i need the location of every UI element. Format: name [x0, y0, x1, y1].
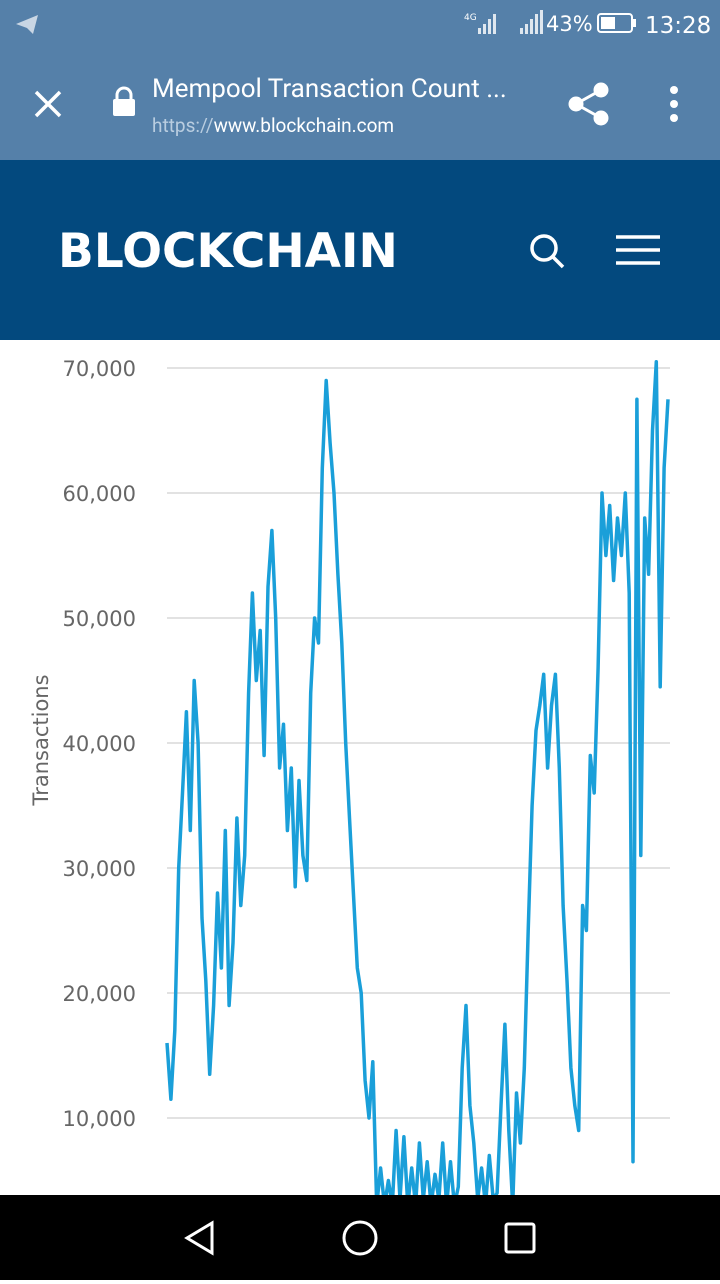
close-button[interactable] — [34, 90, 62, 118]
url-scheme: https:// — [152, 114, 214, 137]
menu-button[interactable] — [670, 86, 678, 122]
y-tick-label: 10,000 — [63, 1107, 136, 1131]
site-header: BLOCKCHAIN — [0, 160, 720, 340]
brand-logo[interactable]: BLOCKCHAIN — [58, 224, 398, 279]
page-title: Mempool Transaction Count ... — [152, 74, 507, 104]
y-tick-label: 20,000 — [63, 982, 136, 1006]
network-type: 4G — [464, 13, 477, 23]
url-host: www.blockchain.com — [213, 114, 395, 137]
battery-percent: 43% — [546, 12, 593, 36]
y-tick-label: 30,000 — [63, 857, 136, 881]
data-line — [165, 360, 670, 1208]
status-bar: 4G 43% 13:28 — [0, 0, 720, 52]
recents-button[interactable] — [504, 1222, 536, 1254]
signal-icon — [478, 10, 543, 34]
lock-shackle — [115, 86, 133, 100]
nav-icons — [184, 1220, 536, 1256]
telegram-icon — [16, 15, 38, 34]
header-icons — [530, 234, 660, 269]
clock: 13:28 — [645, 13, 711, 39]
back-button[interactable] — [184, 1220, 214, 1256]
lock-icon — [113, 99, 135, 116]
home-button[interactable] — [342, 1220, 378, 1256]
browser-icons — [34, 82, 678, 126]
y-tick-label: 50,000 — [63, 607, 136, 631]
search-button[interactable] — [530, 234, 565, 269]
battery-level — [601, 17, 615, 29]
y-tick-label: 70,000 — [63, 357, 136, 381]
y-tick-label: 60,000 — [63, 482, 136, 506]
nav-bar — [0, 1195, 720, 1280]
battery-tip — [633, 19, 636, 27]
chart: Transactions 10,000 20,000 30,000 40,000 50,… — [29, 357, 670, 1208]
share-button[interactable] — [568, 82, 609, 126]
y-axis-label: Transactions — [29, 674, 53, 806]
page-url: https://www.blockchain.com — [152, 114, 394, 137]
battery-icon — [597, 13, 633, 33]
status-icons: 4G 43% 13:28 — [16, 10, 711, 39]
browser-bar: Mempool Transaction Count ... https://ww… — [0, 52, 720, 160]
y-tick-label: 40,000 — [63, 732, 136, 756]
hamburger-menu[interactable] — [616, 235, 660, 265]
